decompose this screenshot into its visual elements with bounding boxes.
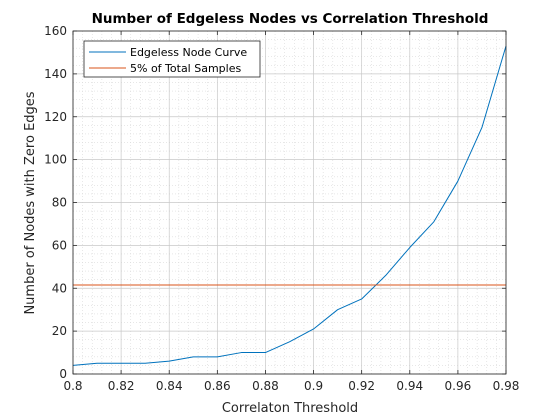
series-layer <box>72 45 507 366</box>
x-tick-label: 0.94 <box>396 379 423 393</box>
y-tick-label: 120 <box>44 110 67 124</box>
y-axis-label: Number of Nodes with Zero Edges <box>23 91 38 314</box>
y-tick-label: 140 <box>44 67 67 81</box>
x-tick-label: 0.98 <box>493 379 520 393</box>
legend-box <box>83 40 261 78</box>
chart-title: Number of Edgeless Nodes vs Correlation … <box>92 11 489 27</box>
y-tick-label: 40 <box>52 281 67 295</box>
x-tick-label: 0.82 <box>108 379 135 393</box>
y-tick-label: 100 <box>44 153 67 167</box>
series-line-edgeless-node-curve <box>72 45 507 366</box>
y-tick-label: 60 <box>52 238 67 252</box>
x-tick-label: 0.84 <box>156 379 183 393</box>
y-tick-label: 80 <box>52 196 67 210</box>
y-tick-label: 160 <box>44 24 67 38</box>
x-axis-label: Correlaton Threshold <box>222 401 358 416</box>
x-tick-label: 0.9 <box>304 379 323 393</box>
y-tick-label: 0 <box>59 367 67 381</box>
x-tick-label: 0.8 <box>63 379 82 393</box>
ticks <box>72 30 507 375</box>
y-tick-label: 20 <box>52 324 67 338</box>
legend-entry-5-percent-total-samples: 5% of Total Samples <box>130 62 241 75</box>
legend-entry-edgeless-node-curve: Edgeless Node Curve <box>130 46 247 59</box>
tick-labels: 0.8 0.82 0.84 0.86 0.88 0.9 0.92 0.94 0.96 0.98 0 2… <box>44 24 519 393</box>
x-tick-label: 0.86 <box>204 379 231 393</box>
x-tick-label: 0.88 <box>252 379 279 393</box>
legend: Edgeless Node Curve 5% of Total Samples <box>83 40 261 78</box>
x-tick-label: 0.96 <box>445 379 472 393</box>
x-tick-label: 0.92 <box>348 379 375 393</box>
